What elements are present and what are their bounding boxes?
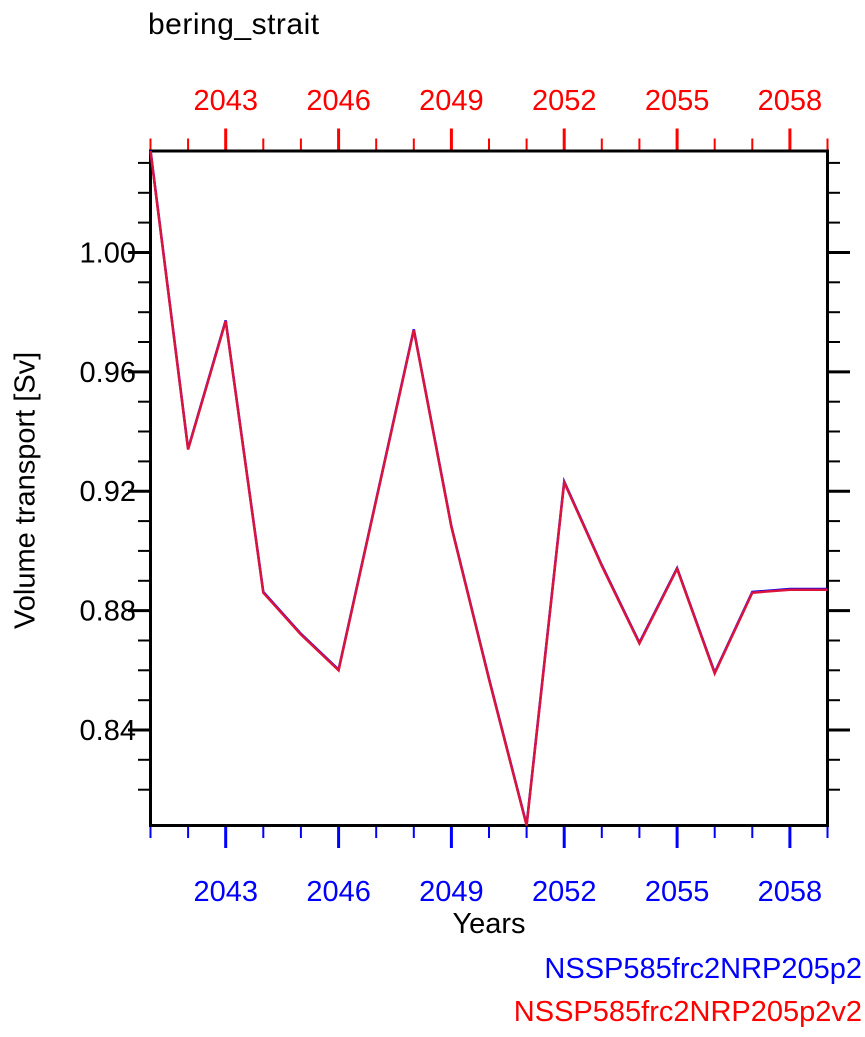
plot-frame [149, 149, 829, 827]
y-tick-label: 0.88 [80, 596, 136, 628]
y-tick-label: 1.00 [80, 238, 136, 270]
y-tick-label: 0.96 [80, 357, 136, 389]
x-tick-label-top: 2055 [645, 85, 710, 117]
chart-title: bering_strait [148, 8, 320, 41]
x-axis-label: Years [452, 908, 526, 940]
y-axis-label: Volume transport [Sv] [9, 351, 42, 629]
legend: NSSP585frc2NRP205p2 NSSP585frc2NRP205p2v… [514, 948, 862, 1034]
x-tick-label-top: 2049 [419, 85, 484, 117]
series-line-2 [149, 150, 828, 826]
x-tick-label-bottom: 2055 [645, 876, 710, 908]
x-tick-label-top: 2052 [532, 85, 597, 117]
series-line-1 [149, 150, 828, 826]
y-tick-label: 0.84 [80, 715, 136, 747]
legend-entry-series2: NSSP585frc2NRP205p2v2 [513, 996, 862, 1028]
x-tick-label-top: 2043 [193, 85, 258, 117]
legend-entry-series1: NSSP585frc2NRP205p2 [544, 953, 862, 985]
x-tick-label-bottom: 2046 [306, 876, 371, 908]
x-tick-label-top: 2058 [758, 85, 823, 117]
x-tick-label-bottom: 2043 [193, 876, 258, 908]
x-tick-label-bottom: 2052 [532, 876, 597, 908]
x-tick-label-bottom: 2049 [419, 876, 484, 908]
y-tick-label: 0.92 [80, 476, 136, 508]
x-tick-label-bottom: 2058 [758, 876, 823, 908]
x-tick-label-top: 2046 [306, 85, 371, 117]
